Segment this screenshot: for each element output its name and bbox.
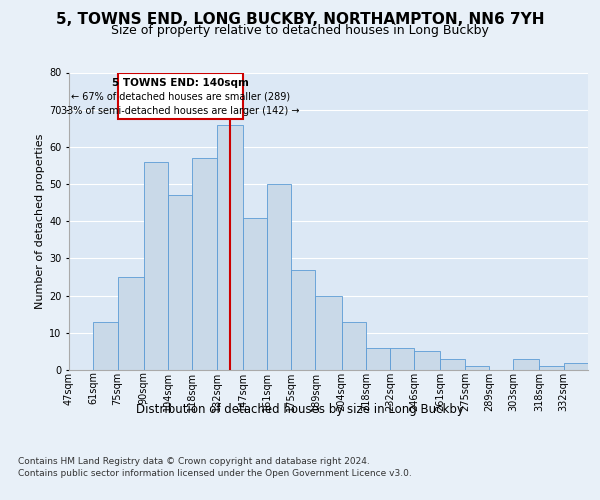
Text: 5, TOWNS END, LONG BUCKBY, NORTHAMPTON, NN6 7YH: 5, TOWNS END, LONG BUCKBY, NORTHAMPTON, … — [56, 12, 544, 28]
Bar — [291, 270, 316, 370]
Bar — [415, 352, 440, 370]
Bar — [118, 277, 143, 370]
Bar — [94, 322, 118, 370]
Bar — [514, 359, 539, 370]
Bar — [563, 362, 588, 370]
Bar — [390, 348, 415, 370]
Text: Size of property relative to detached houses in Long Buckby: Size of property relative to detached ho… — [111, 24, 489, 37]
Bar — [465, 366, 489, 370]
Bar — [217, 124, 242, 370]
Y-axis label: Number of detached properties: Number of detached properties — [35, 134, 45, 309]
Bar — [118, 72, 242, 119]
Text: 5 TOWNS END: 140sqm: 5 TOWNS END: 140sqm — [112, 78, 248, 88]
Bar — [168, 195, 192, 370]
Bar — [316, 296, 341, 370]
Bar — [440, 359, 465, 370]
Text: 33% of semi-detached houses are larger (142) →: 33% of semi-detached houses are larger (… — [61, 106, 299, 116]
Text: Contains public sector information licensed under the Open Government Licence v3: Contains public sector information licen… — [18, 469, 412, 478]
Bar — [341, 322, 366, 370]
Text: ← 67% of detached houses are smaller (289): ← 67% of detached houses are smaller (28… — [71, 92, 290, 102]
Bar — [539, 366, 563, 370]
Bar — [242, 218, 267, 370]
Bar — [192, 158, 217, 370]
Bar — [267, 184, 291, 370]
Bar — [366, 348, 390, 370]
Text: Distribution of detached houses by size in Long Buckby: Distribution of detached houses by size … — [136, 402, 464, 415]
Text: Contains HM Land Registry data © Crown copyright and database right 2024.: Contains HM Land Registry data © Crown c… — [18, 458, 370, 466]
Bar — [143, 162, 168, 370]
